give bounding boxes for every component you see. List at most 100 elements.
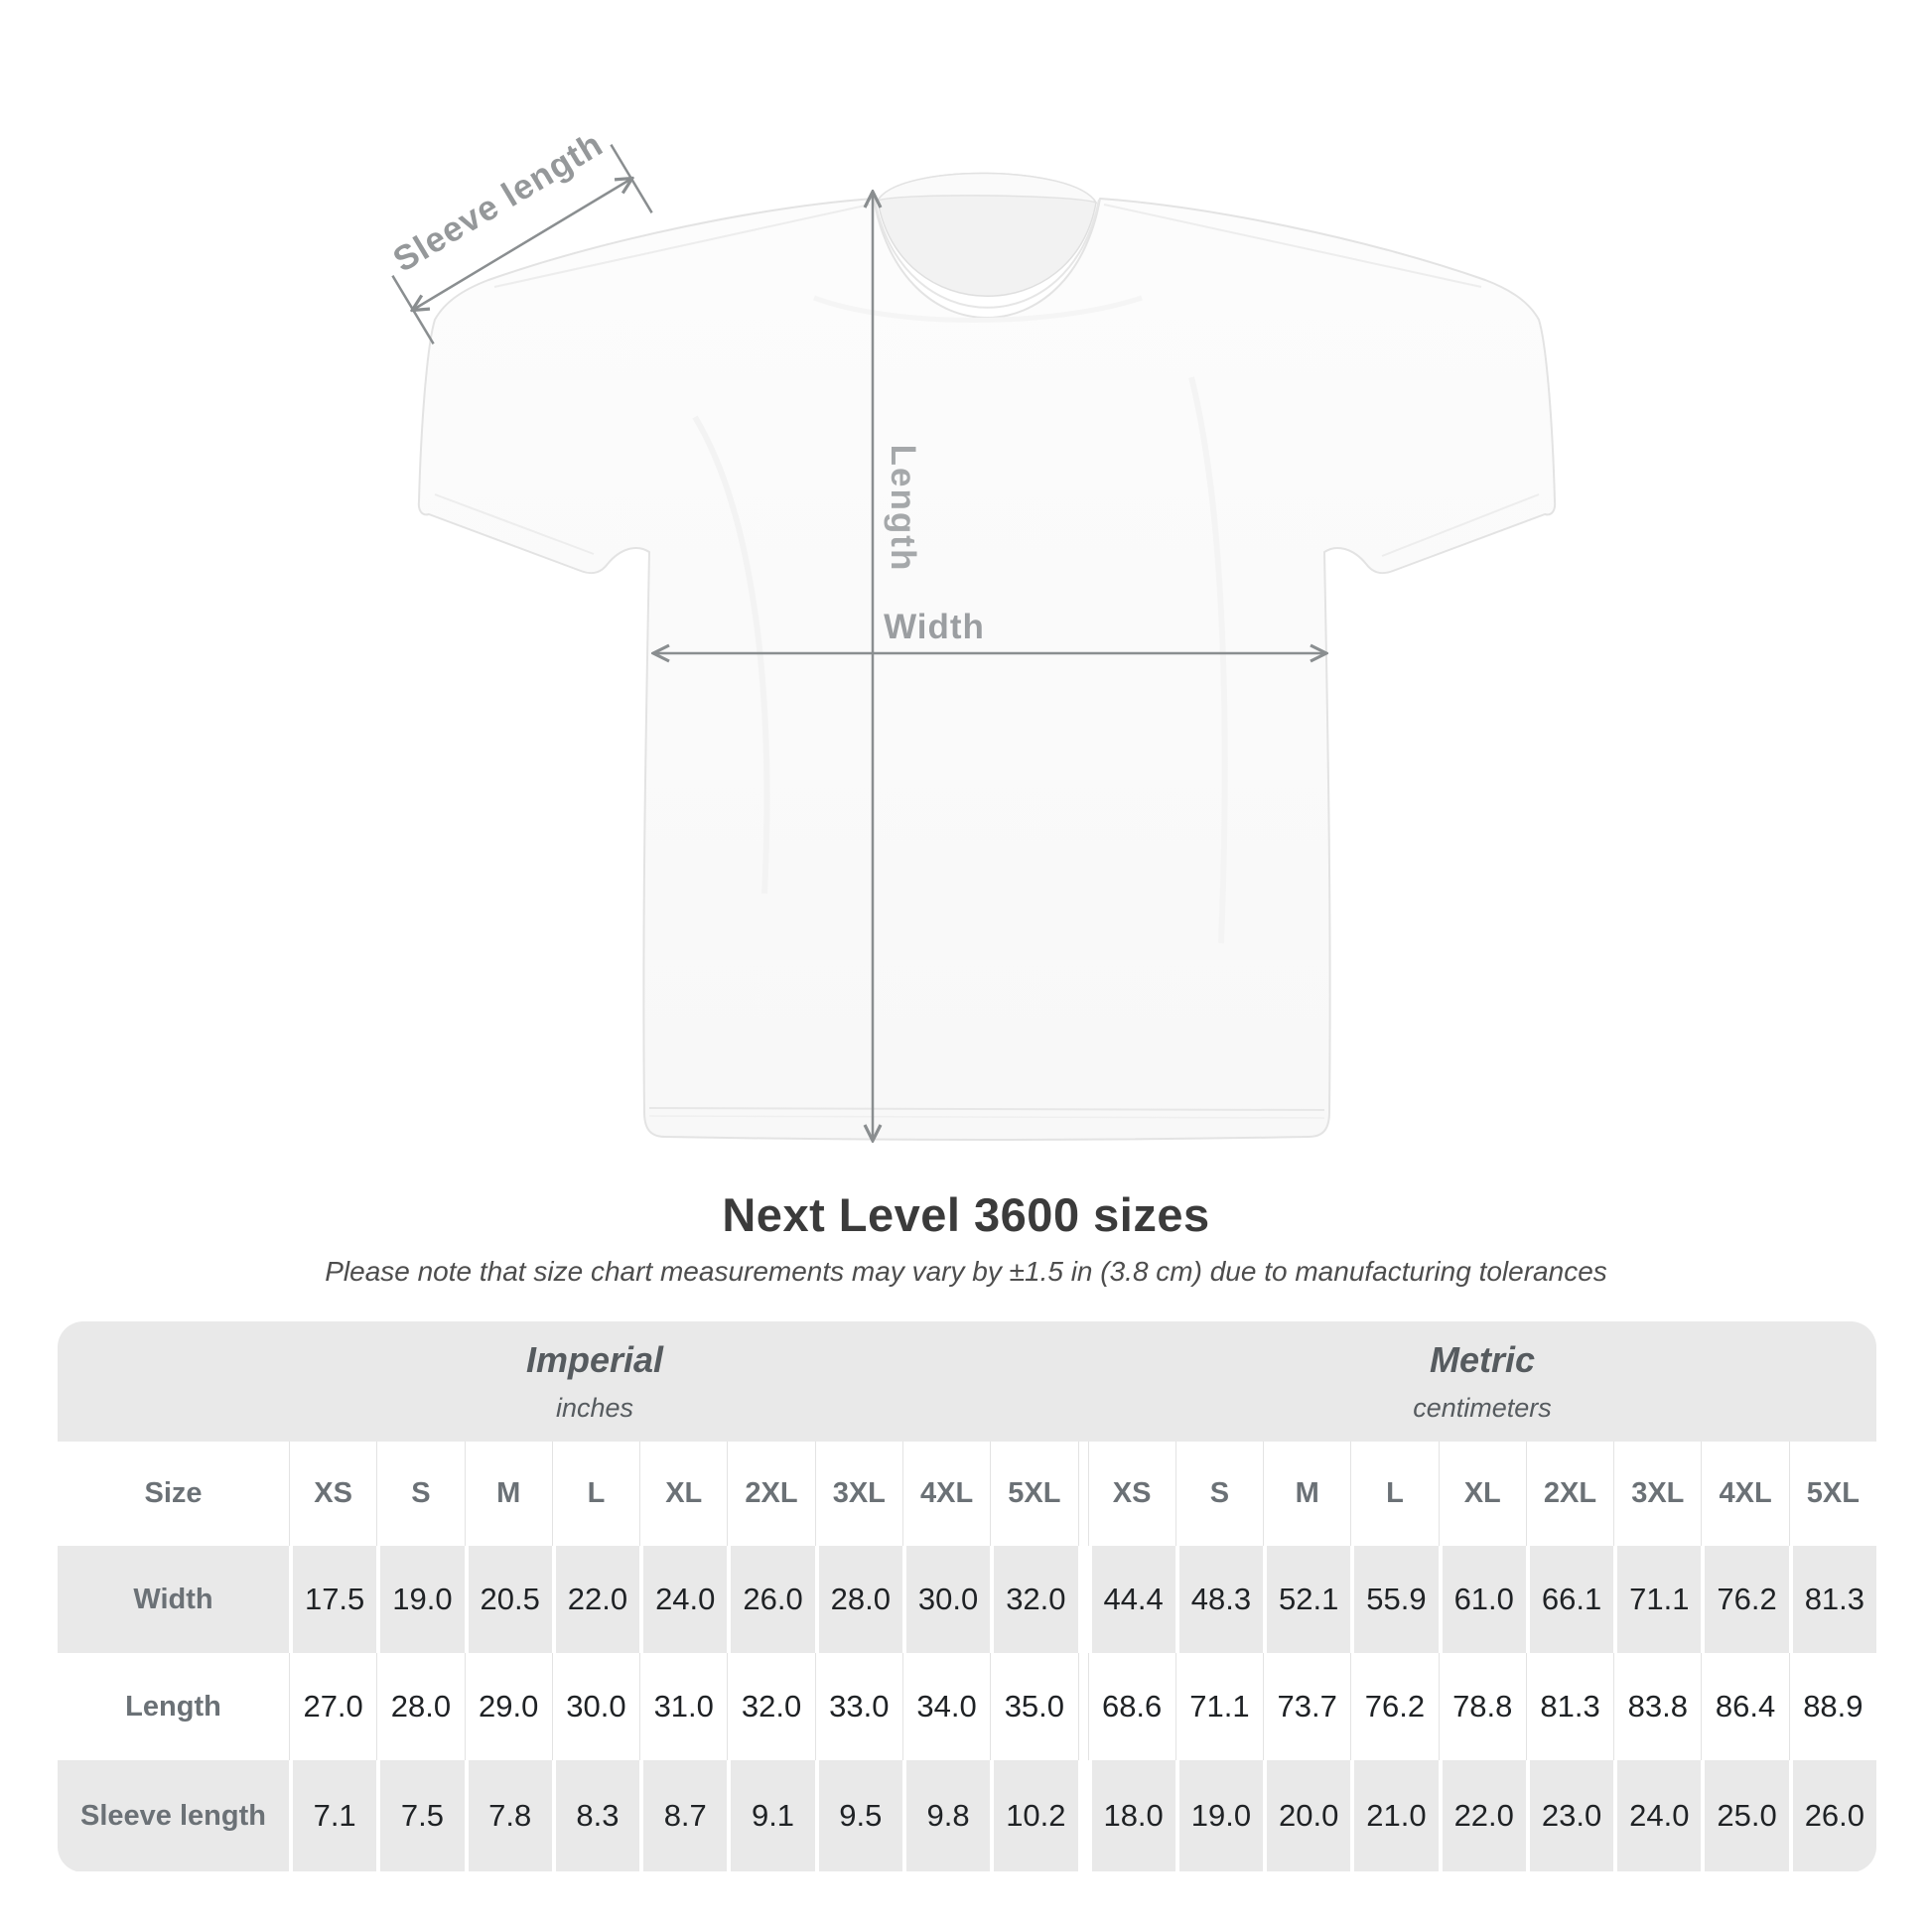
- tshirt-measurement-diagram: Sleeve length Length Width: [386, 124, 1557, 1172]
- width-value-cell: 55.9: [1350, 1546, 1439, 1653]
- length-value-cell: 27.0: [289, 1653, 377, 1760]
- imperial-unit: inches: [555, 1393, 634, 1423]
- length-value-cell: 88.9: [1788, 1653, 1876, 1760]
- width-row-label: Width: [58, 1546, 289, 1653]
- measurement-arrows: [391, 144, 1325, 1140]
- width-value-cell: 66.1: [1525, 1546, 1614, 1653]
- sleeve-length-value-cell: 18.0: [1087, 1760, 1175, 1871]
- sleeve-length-value-cell: 10.2: [990, 1760, 1078, 1871]
- unit-divider: [1077, 1546, 1088, 1653]
- sleeve-arrow-tick-start: [391, 275, 435, 345]
- sleeve-length-value-cell: 26.0: [1788, 1760, 1876, 1871]
- sleeve-length-row-label: Sleeve length: [58, 1760, 289, 1871]
- size-column-header: XS: [289, 1442, 377, 1546]
- metric-title: Metric: [1429, 1339, 1536, 1380]
- sleeve-length-value-cell: 19.0: [1174, 1760, 1264, 1871]
- sleeve-length-value-cell: 25.0: [1701, 1760, 1789, 1871]
- sleeve-length-value-cell: 23.0: [1525, 1760, 1614, 1871]
- size-column-header: XL: [639, 1442, 728, 1546]
- length-value-cell: 73.7: [1263, 1653, 1351, 1760]
- size-column-header: L: [1350, 1442, 1439, 1546]
- metric-unit: centimeters: [1413, 1393, 1552, 1423]
- length-value-cell: 31.0: [639, 1653, 728, 1760]
- unit-divider: [1077, 1442, 1088, 1546]
- sleeve-length-value-cell: 7.5: [376, 1760, 465, 1871]
- sleeve-length-value-cell: 21.0: [1350, 1760, 1439, 1871]
- size-column-header: 2XL: [1525, 1442, 1614, 1546]
- page-title: Next Level 3600 sizes: [722, 1188, 1210, 1241]
- imperial-header: Imperial inches: [58, 1321, 1132, 1442]
- sleeve-length-value-cell: 9.1: [727, 1760, 815, 1871]
- width-value-cell: 48.3: [1174, 1546, 1264, 1653]
- size-column-header: 4XL: [1701, 1442, 1789, 1546]
- width-value-cell: 81.3: [1788, 1546, 1876, 1653]
- size-column-header: S: [376, 1442, 465, 1546]
- metric-header: Metric centimeters: [1090, 1321, 1874, 1442]
- size-column-header: 4XL: [901, 1442, 991, 1546]
- length-label: Length: [884, 444, 922, 573]
- size-header: Size: [144, 1477, 203, 1509]
- width-value-cell: 26.0: [727, 1546, 815, 1653]
- size-column-header: M: [464, 1442, 552, 1546]
- width-value-cell: 24.0: [639, 1546, 728, 1653]
- size-column-header: 3XL: [814, 1442, 902, 1546]
- unit-divider: [1077, 1653, 1088, 1760]
- sleeve-length-value-cell: 8.7: [639, 1760, 728, 1871]
- sleeve-length-row: Sleeve length 7.1 7.5 7.8 8.3 8.7 9.1 9.5 9.8 10…: [58, 1760, 1876, 1871]
- width-value-cell: 30.0: [901, 1546, 991, 1653]
- sleeve-length-arrow: [413, 179, 631, 310]
- size-column-header: S: [1174, 1442, 1264, 1546]
- width-value-cell: 52.1: [1263, 1546, 1351, 1653]
- sleeve-length-value-cell: 9.5: [814, 1760, 902, 1871]
- sleeve-length-value-cell: 20.0: [1263, 1760, 1351, 1871]
- unit-divider: [1077, 1760, 1088, 1871]
- sleeve-length-value-cell: 24.0: [1613, 1760, 1702, 1871]
- length-value-cell: 83.8: [1613, 1653, 1702, 1760]
- imperial-title: Imperial: [525, 1339, 664, 1380]
- length-value-cell: 71.1: [1174, 1653, 1264, 1760]
- length-value-cell: 78.8: [1438, 1653, 1526, 1760]
- size-column-header: M: [1263, 1442, 1351, 1546]
- width-value-cell: 20.5: [464, 1546, 552, 1653]
- size-column-header: 5XL: [990, 1442, 1078, 1546]
- sleeve-length-value-cell: 7.1: [289, 1760, 377, 1871]
- size-column-header: 2XL: [727, 1442, 815, 1546]
- length-value-cell: 86.4: [1701, 1653, 1789, 1760]
- length-value-cell: 76.2: [1350, 1653, 1439, 1760]
- size-column-header: L: [551, 1442, 640, 1546]
- length-value-cell: 35.0: [990, 1653, 1078, 1760]
- sleeve-arrow-tick-end: [610, 144, 653, 213]
- tolerance-note: Please note that size chart measurements…: [325, 1256, 1607, 1287]
- length-row-label: Length: [58, 1653, 289, 1760]
- length-value-cell: 68.6: [1087, 1653, 1175, 1760]
- sleeve-length-value-cell: 9.8: [901, 1760, 991, 1871]
- width-value-cell: 61.0: [1438, 1546, 1526, 1653]
- size-column-header: XS: [1087, 1442, 1175, 1546]
- sleeve-length-value-cell: 8.3: [551, 1760, 640, 1871]
- length-value-cell: 33.0: [814, 1653, 902, 1760]
- width-value-cell: 44.4: [1087, 1546, 1175, 1653]
- length-value-cell: 30.0: [551, 1653, 640, 1760]
- tshirt-image: [391, 144, 1557, 1172]
- sleeve-length-value-cell: 22.0: [1438, 1760, 1526, 1871]
- tshirt-shape: [417, 172, 1557, 1141]
- unit-band: Imperial inches Metric centimeters: [58, 1321, 1876, 1442]
- length-value-cell: 29.0: [464, 1653, 552, 1760]
- length-value-cell: 81.3: [1525, 1653, 1614, 1760]
- width-value-cell: 32.0: [990, 1546, 1078, 1653]
- length-value-cell: 32.0: [727, 1653, 815, 1760]
- size-chart-table: Imperial inches Metric centimeters Size …: [58, 1321, 1876, 1872]
- size-header-row: Size XS S M L XL 2XL 3XL 4XL 5XL XS S M L XL 2XL 3XL 4XL…: [58, 1442, 1876, 1546]
- width-value-cell: 22.0: [551, 1546, 640, 1653]
- width-value-cell: 19.0: [376, 1546, 465, 1653]
- sleeve-length-value-cell: 7.8: [464, 1760, 552, 1871]
- width-value-cell: 76.2: [1701, 1546, 1789, 1653]
- size-column-header: 5XL: [1788, 1442, 1876, 1546]
- width-value-cell: 17.5: [289, 1546, 377, 1653]
- width-value-cell: 71.1: [1613, 1546, 1702, 1653]
- width-label: Width: [884, 608, 985, 646]
- width-value-cell: 28.0: [814, 1546, 902, 1653]
- width-row: Width 17.5 19.0 20.5 22.0 24.0 26.0 28.0 30.0 32…: [58, 1546, 1876, 1653]
- size-column-header: 3XL: [1613, 1442, 1702, 1546]
- size-column-header: XL: [1438, 1442, 1526, 1546]
